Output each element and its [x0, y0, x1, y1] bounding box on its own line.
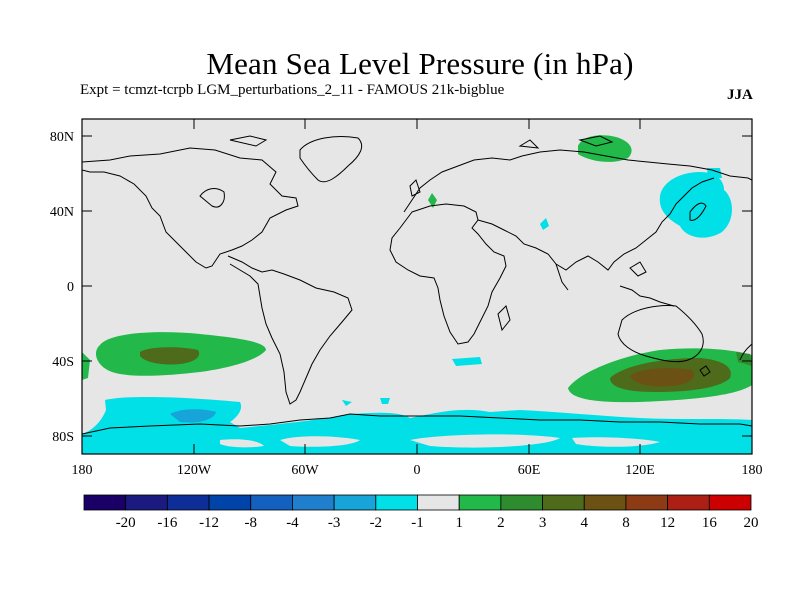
anomaly-spacific-core: [140, 347, 200, 365]
coast-greenland: [299, 136, 363, 183]
coast-north-america: [82, 147, 299, 269]
colorbar-label: -16: [157, 515, 177, 531]
coastlines: [82, 135, 752, 435]
colorbar-label: -4: [286, 515, 299, 531]
coast-south-america: [227, 255, 353, 405]
colorbar-swatch: [333, 494, 377, 511]
colorbar: -20 -16 -12 -8 -4 -3 -2 -1 1 2 3 4 8 12 16 20: [83, 494, 759, 531]
colorbar-swatch: [500, 494, 543, 511]
colorbar-swatch: [667, 494, 710, 511]
lon-label-60w: 60W: [291, 463, 319, 478]
anomaly-arctic-positive: [578, 135, 632, 162]
colorbar-label: -12: [199, 515, 219, 531]
colorbar-swatch: [708, 494, 752, 511]
colorbar-swatch: [292, 494, 335, 511]
colorbar-swatch: [83, 494, 127, 511]
lat-label-40n: 40N: [50, 205, 74, 220]
lat-label-40s: 40S: [52, 355, 74, 370]
colorbar-label: -3: [328, 515, 341, 531]
colorbar-label: 2: [497, 515, 505, 531]
colorbar-label: 8: [622, 515, 630, 531]
colorbar-swatch: [625, 494, 669, 511]
colorbar-swatch: [583, 494, 627, 511]
lat-label-80n: 80N: [50, 130, 74, 145]
colorbar-label: -2: [370, 515, 383, 531]
lon-label-120e: 120E: [625, 463, 655, 478]
colorbar-swatch: [458, 494, 502, 511]
coast-africa: [389, 203, 507, 345]
colorbar-label: -20: [116, 515, 136, 531]
season-label: JJA: [727, 87, 753, 103]
colorbar-swatch: [375, 494, 418, 511]
colorbar-swatch: [417, 494, 460, 511]
coast-europe: [403, 149, 752, 213]
anomaly-fields: [82, 135, 752, 454]
lat-label-80s: 80S: [52, 430, 74, 445]
plot-title: Mean Sea Level Pressure (in hPa): [206, 46, 634, 81]
coast-asia: [477, 177, 715, 271]
lat-label-0: 0: [67, 280, 74, 295]
colorbar-label: 3: [539, 515, 547, 531]
lon-label-60e: 60E: [518, 463, 541, 478]
lon-label-120w: 120W: [177, 463, 212, 478]
lon-label-0: 0: [414, 463, 421, 478]
coast-australia: [617, 305, 704, 363]
colorbar-swatch: [166, 494, 210, 511]
anomaly-australia-core: [630, 368, 695, 387]
anomaly-amundsen-core: [170, 409, 216, 423]
colorbar-swatch: [250, 494, 293, 511]
colorbar-label: -8: [245, 515, 258, 531]
anomaly-nwpacific-negative: [659, 172, 732, 238]
coast-antarctica: [82, 413, 752, 435]
colorbar-label: -1: [411, 515, 424, 531]
colorbar-label: 4: [581, 515, 589, 531]
colorbar-swatch: [208, 494, 252, 511]
latitude-axis: 80N 40N 0 40S 80S: [50, 130, 752, 445]
colorbar-label: 20: [744, 515, 759, 531]
longitude-axis: 180 120W 60W 0 60E 120E 180: [72, 119, 763, 478]
colorbar-swatch: [542, 494, 585, 511]
colorbar-label: 12: [660, 515, 675, 531]
colorbar-label: 1: [455, 515, 463, 531]
anomaly-europe-positive: [428, 193, 437, 208]
colorbar-swatch: [125, 494, 168, 511]
lon-label-180w: 180: [72, 463, 93, 478]
experiment-subtitle: Expt = tcmzt-tcrpb LGM_perturbations_2_1…: [80, 82, 505, 98]
lon-label-180e: 180: [742, 463, 763, 478]
colorbar-label: 16: [702, 515, 718, 531]
